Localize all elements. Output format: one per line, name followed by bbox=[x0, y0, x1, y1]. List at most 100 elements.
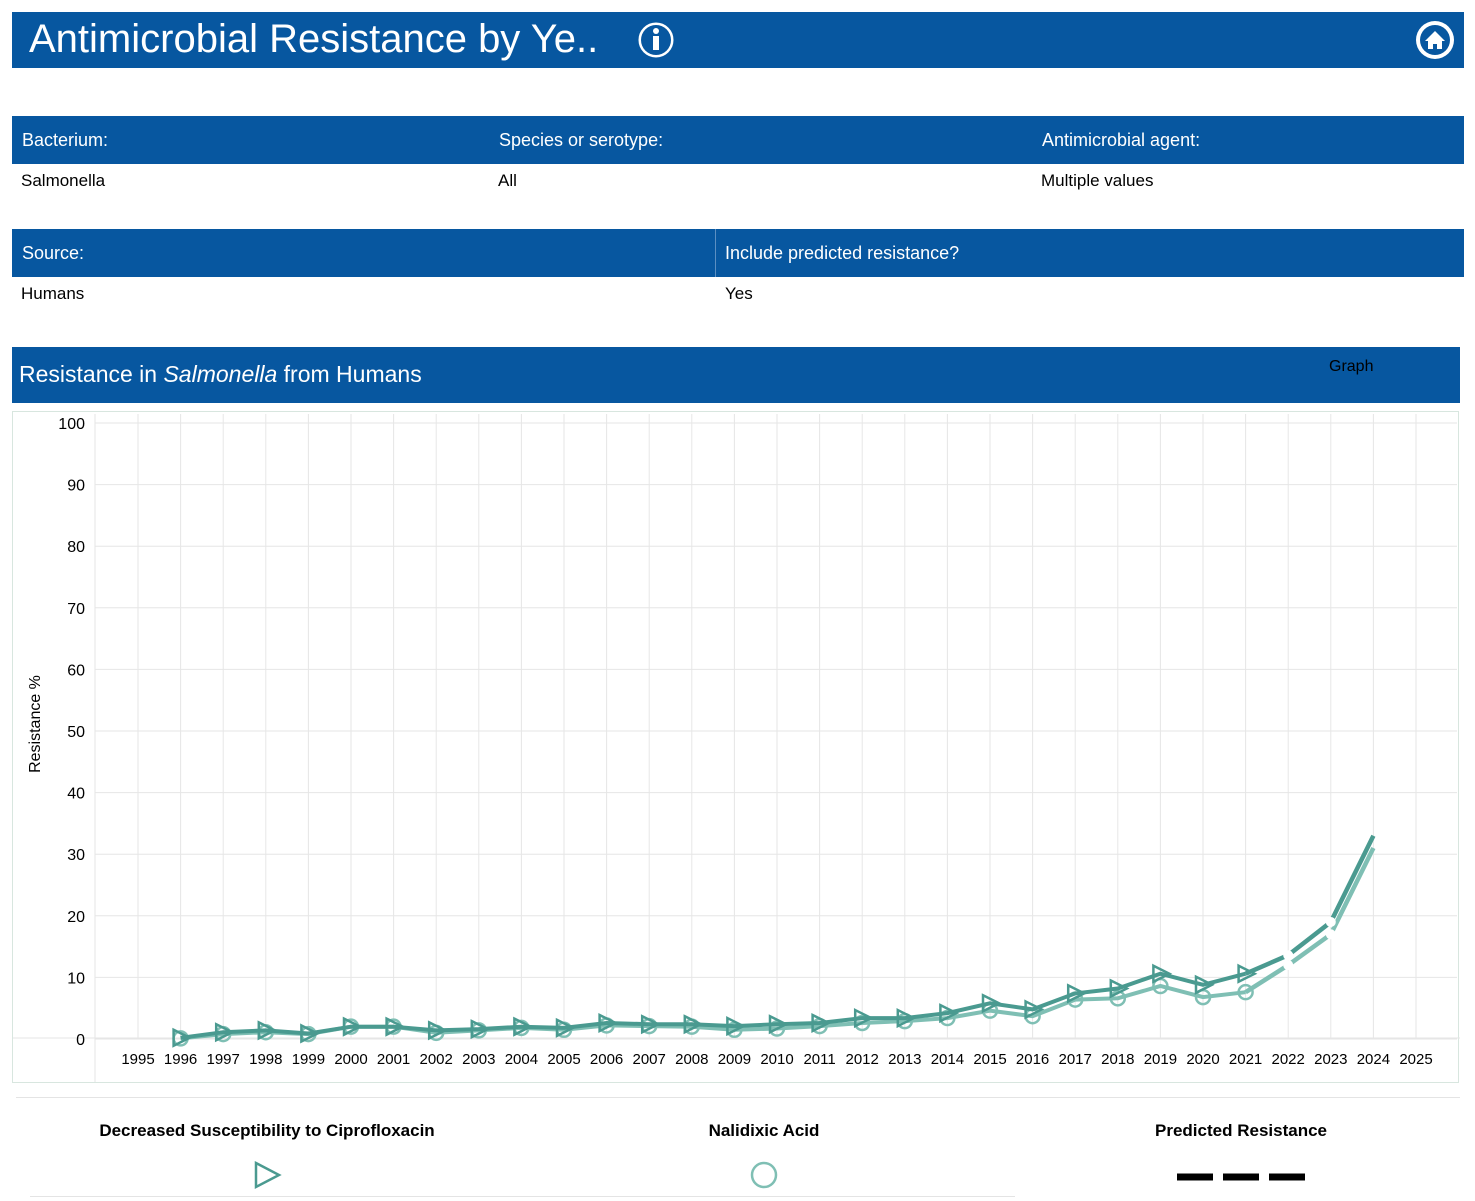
predicted-dropdown[interactable]: Yes bbox=[725, 284, 753, 303]
x-tick-label: 1998 bbox=[249, 1051, 282, 1068]
circle-marker-icon bbox=[750, 1161, 778, 1189]
bottom-divider bbox=[30, 1196, 1015, 1197]
chart-title-prefix: Resistance in bbox=[19, 361, 164, 387]
y-tick-label: 0 bbox=[76, 1032, 85, 1049]
line-chart: 0 10 20 30 40 50 60 70 80 90 100 1995 1996 1997 1998 19… bbox=[13, 414, 1460, 1082]
cipro-point bbox=[427, 1020, 448, 1041]
species-dropdown[interactable]: All bbox=[498, 171, 517, 190]
nalidixic-point bbox=[1237, 983, 1254, 1001]
legend-predicted-label: Predicted Resistance bbox=[1155, 1121, 1327, 1140]
cipro-point bbox=[981, 993, 1002, 1014]
cipro-point bbox=[811, 1012, 832, 1034]
nalidixic-point bbox=[1109, 990, 1127, 1007]
filter-header-row-1: Bacterium: Species or serotype: Antimicr… bbox=[12, 116, 1464, 164]
x-tick-label: 2001 bbox=[377, 1051, 410, 1068]
legend-cipro-label: Decreased Susceptibility to Ciprofloxaci… bbox=[99, 1121, 435, 1140]
bacterium-label: Bacterium: bbox=[22, 130, 109, 150]
y-axis-label: Resistance % bbox=[27, 675, 44, 773]
cipro-point bbox=[1109, 978, 1130, 999]
x-tick-label: 2020 bbox=[1186, 1051, 1219, 1068]
predicted-series-line bbox=[1244, 847, 1376, 995]
filter-divider bbox=[715, 229, 716, 277]
x-tick-label: 2009 bbox=[718, 1051, 751, 1068]
chart-area: 0 10 20 30 40 50 60 70 80 90 100 1995 1996 1997 1998 19… bbox=[12, 411, 1460, 1083]
source-label: Source: bbox=[22, 243, 85, 263]
graph-button[interactable]: Graph bbox=[1329, 358, 1374, 375]
y-tick-label: 40 bbox=[67, 786, 85, 803]
y-tick-label: 10 bbox=[67, 970, 85, 987]
x-tick-label: 2007 bbox=[633, 1051, 666, 1068]
cipro-point bbox=[768, 1014, 789, 1035]
species-label: Species or serotype: bbox=[499, 130, 664, 150]
y-tick-label: 20 bbox=[67, 909, 85, 926]
y-tick-label: 80 bbox=[67, 539, 85, 556]
x-tick-label: 2018 bbox=[1101, 1051, 1134, 1068]
cipro-point bbox=[896, 1008, 917, 1029]
cipro-point bbox=[939, 1003, 960, 1024]
cipro-point bbox=[853, 1008, 874, 1029]
predicted-gap bbox=[1283, 950, 1294, 961]
cipro-point bbox=[726, 1016, 747, 1037]
predicted-gap bbox=[1325, 916, 1336, 927]
x-tick-label: 2019 bbox=[1144, 1051, 1177, 1068]
cipro-point bbox=[1194, 974, 1215, 995]
x-tick-label: 2011 bbox=[803, 1051, 835, 1068]
x-tick-label: 2016 bbox=[1016, 1051, 1049, 1068]
cipro-point bbox=[1024, 999, 1045, 1020]
cipro-point bbox=[683, 1014, 704, 1035]
x-tick-label: 2004 bbox=[505, 1051, 538, 1068]
chart-title: Resistance in Salmonella from Humans bbox=[19, 361, 422, 388]
cipro-point bbox=[555, 1017, 576, 1038]
legend-divider bbox=[16, 1097, 1460, 1098]
cipro-point bbox=[640, 1014, 661, 1035]
x-tick-label: 2023 bbox=[1314, 1051, 1347, 1068]
x-tick-label: 2012 bbox=[846, 1051, 879, 1068]
filter-header-row-2: Source: Include predicted resistance? bbox=[12, 229, 1464, 277]
x-tick-label: 2005 bbox=[547, 1051, 580, 1068]
cipro-point bbox=[1237, 963, 1258, 984]
cipro-point bbox=[385, 1016, 406, 1037]
chart-title-organism: Salmonella bbox=[163, 361, 278, 387]
x-tick-label: 2002 bbox=[420, 1051, 453, 1068]
predicted-gap bbox=[1325, 929, 1336, 940]
cipro-point bbox=[172, 1027, 193, 1048]
y-tick-label: 70 bbox=[67, 601, 85, 618]
chart-title-suffix: from Humans bbox=[277, 361, 422, 387]
agent-label: Antimicrobial agent: bbox=[1042, 130, 1201, 150]
x-tick-label: 2006 bbox=[590, 1051, 623, 1068]
home-icon[interactable] bbox=[1415, 20, 1455, 60]
x-tick-label: 1995 bbox=[121, 1051, 154, 1068]
cipro-point bbox=[214, 1022, 235, 1043]
predicted-label: Include predicted resistance? bbox=[725, 243, 960, 263]
x-tick-label: 2024 bbox=[1357, 1051, 1390, 1068]
cipro-point bbox=[300, 1023, 321, 1044]
dashed-line-icon bbox=[1177, 1173, 1305, 1181]
chart-header: Resistance in Salmonella from Humans Gra… bbox=[12, 347, 1460, 403]
x-tick-label: 2022 bbox=[1272, 1051, 1305, 1068]
x-tick-label: 1997 bbox=[207, 1051, 240, 1068]
triangle-marker-icon bbox=[254, 1160, 282, 1190]
predicted-series-line bbox=[1244, 834, 1376, 976]
app-header: Antimicrobial Resistance by Ye.. bbox=[12, 12, 1464, 68]
legend-nalidixic-label: Nalidixic Acid bbox=[708, 1121, 820, 1140]
x-tick-label: 2008 bbox=[675, 1051, 708, 1068]
x-tick-label: 2010 bbox=[760, 1051, 793, 1068]
agent-dropdown[interactable]: Multiple values bbox=[1041, 171, 1154, 190]
x-tick-label: 2013 bbox=[888, 1051, 921, 1068]
x-tick-label: 2015 bbox=[973, 1051, 1006, 1068]
cipro-point bbox=[342, 1016, 363, 1037]
info-icon[interactable] bbox=[636, 20, 676, 60]
x-tick-label: 2000 bbox=[334, 1051, 367, 1068]
cipro-point bbox=[470, 1019, 491, 1040]
source-dropdown[interactable]: Humans bbox=[21, 284, 85, 303]
y-tick-label: 100 bbox=[58, 416, 85, 433]
x-tick-label: 2014 bbox=[931, 1051, 964, 1068]
predicted-gap bbox=[1283, 960, 1294, 971]
cipro-point bbox=[1066, 983, 1087, 1004]
y-tick-label: 60 bbox=[67, 662, 85, 679]
cipro-point bbox=[513, 1016, 534, 1037]
page-title: Antimicrobial Resistance by Ye.. bbox=[29, 17, 599, 61]
cipro-point bbox=[257, 1020, 278, 1041]
x-tick-label: 1996 bbox=[164, 1051, 197, 1068]
bacterium-dropdown[interactable]: Salmonella bbox=[21, 171, 106, 190]
